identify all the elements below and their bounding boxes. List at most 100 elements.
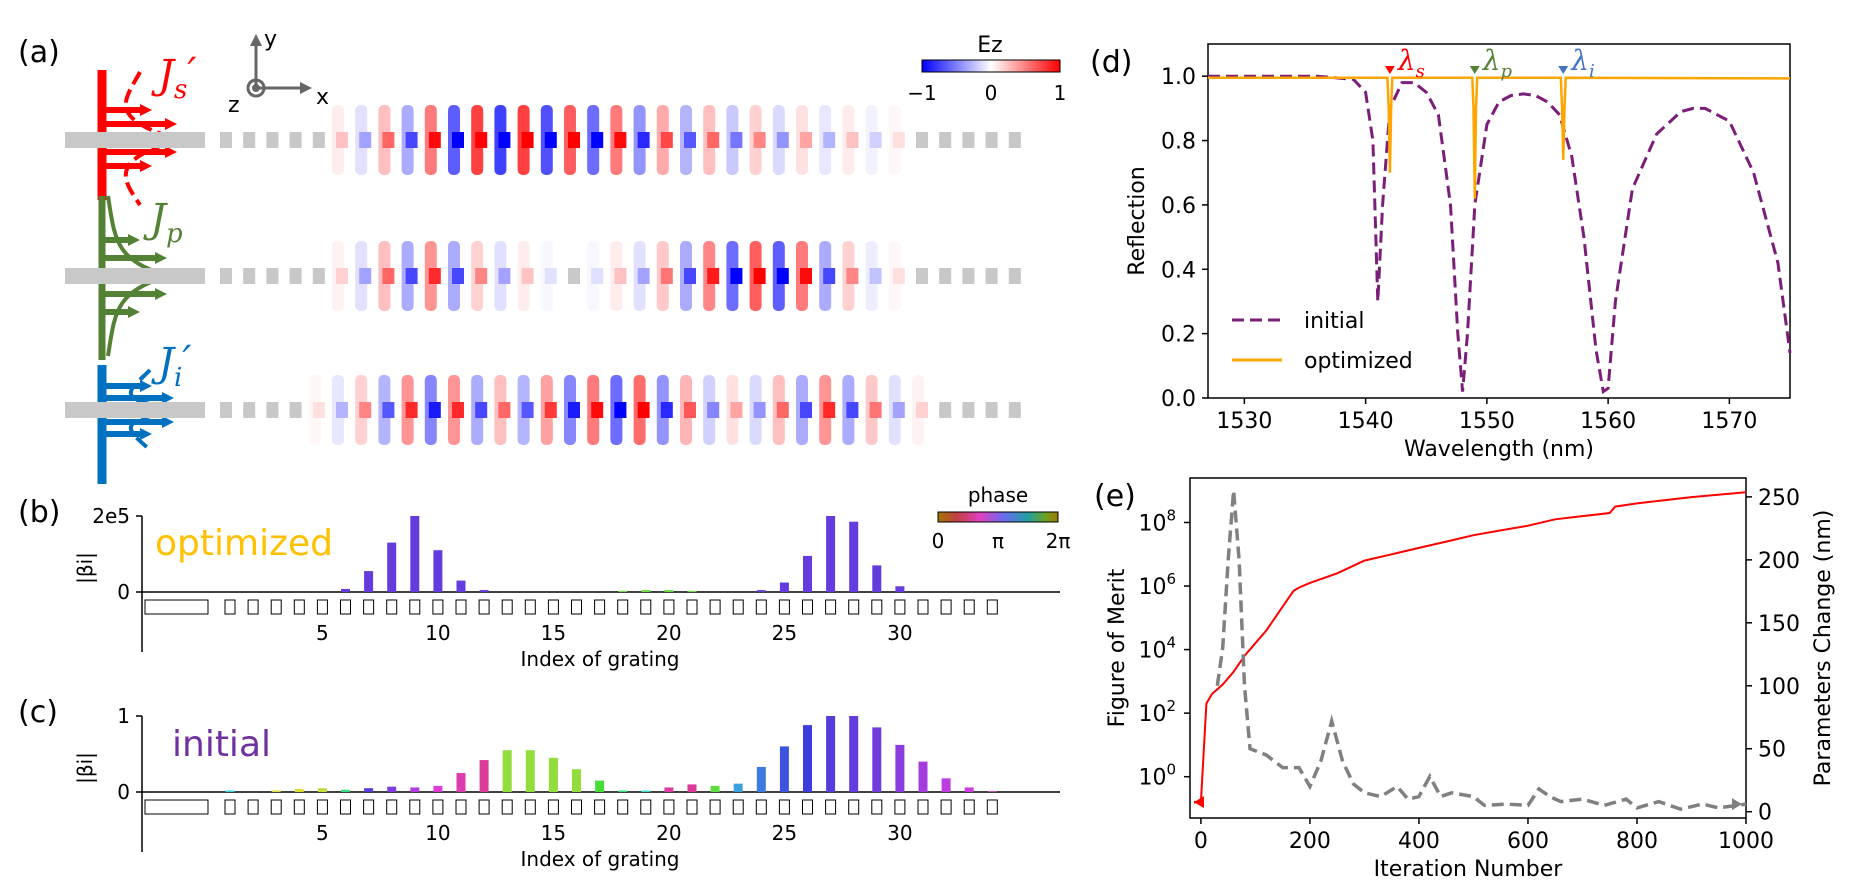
plot-e: 0 200 400 600 800 100010010210410610805010015… <box>1105 477 1836 882</box>
series-figure-of-merit <box>1199 491 1747 803</box>
bar <box>779 746 789 792</box>
xtick-label: 1560 <box>1580 409 1636 434</box>
grating-tooth <box>336 402 348 418</box>
grating-tooth <box>823 402 836 418</box>
bar <box>895 744 905 792</box>
grating-box <box>963 799 975 815</box>
grating-box <box>940 799 952 815</box>
grating-box <box>478 799 490 815</box>
grating-box <box>455 799 467 815</box>
grating-tooth <box>475 402 488 418</box>
ez-colorbar-title: Ez <box>977 33 1002 58</box>
source-ji-label: Ji′ <box>151 338 191 393</box>
ytick-left-label: 108 <box>1138 506 1176 536</box>
grating-box <box>247 799 259 815</box>
grating-tooth <box>405 132 418 148</box>
source-js-label: Js′ <box>151 50 196 105</box>
grating-tooth <box>405 402 418 418</box>
panel-b-title: optimized <box>155 523 333 564</box>
bar <box>433 785 443 792</box>
grating-box <box>709 799 721 815</box>
grating-tooth <box>962 132 975 148</box>
grating-tooth <box>892 402 905 418</box>
grating-tooth <box>405 268 418 284</box>
marker-main: λ <box>1570 44 1589 77</box>
grating-box <box>386 799 398 815</box>
waveguide-outline <box>144 599 209 615</box>
grating-tooth <box>892 268 905 284</box>
grating-tooth <box>220 402 232 418</box>
grating-box <box>709 599 721 615</box>
series-parameters-change <box>1215 490 1747 812</box>
grating-box <box>455 599 467 615</box>
grating-tooth <box>962 402 975 418</box>
bar <box>456 773 466 792</box>
grating-tooth <box>336 132 348 148</box>
tick-exp: 6 <box>1166 570 1176 588</box>
marker-label: λs <box>1397 44 1425 82</box>
marker-triangle <box>1384 66 1395 74</box>
grating-box <box>686 799 698 815</box>
grating-tooth <box>776 132 789 148</box>
grating-tooth <box>544 268 557 284</box>
grating-tooth <box>985 268 998 284</box>
grating-box <box>732 599 744 615</box>
tick-exp: 0 <box>1166 761 1176 779</box>
grating-box <box>640 799 652 815</box>
grating-box <box>316 799 328 815</box>
marker-triangle <box>1558 66 1569 74</box>
grating-tooth <box>637 268 650 284</box>
xtick-label: 1550 <box>1459 409 1515 434</box>
ytick-right-label: 200 <box>1758 549 1800 574</box>
grating-tooth <box>753 268 766 284</box>
grating-box <box>663 799 675 815</box>
bar <box>548 757 558 792</box>
grating-box <box>663 599 675 615</box>
grating-box <box>848 599 860 615</box>
grating-tooth <box>684 132 696 148</box>
bar <box>387 542 397 592</box>
bar <box>872 727 882 792</box>
bar <box>941 778 951 792</box>
grating-tooth <box>266 268 279 284</box>
bar <box>756 766 766 792</box>
panel-label-a: (a) <box>18 35 60 70</box>
bar <box>479 590 489 592</box>
grating-box <box>778 599 790 615</box>
grating-tooth <box>707 132 720 148</box>
grating-tooth <box>823 268 836 284</box>
bar <box>271 790 281 792</box>
bar <box>341 789 350 792</box>
ytick-label: 0.8 <box>1161 130 1196 155</box>
bar <box>341 588 350 592</box>
bar <box>225 790 235 792</box>
grating-box <box>432 799 444 815</box>
grating-box <box>547 799 559 815</box>
grating-tooth <box>614 402 627 418</box>
grating-box <box>409 799 421 815</box>
grating-tooth <box>846 268 859 284</box>
marker-triangle <box>1469 66 1480 74</box>
grating-tooth <box>359 132 372 148</box>
bar <box>387 786 397 792</box>
grating-tooth <box>475 132 488 148</box>
xtick-label: 20 <box>656 621 681 645</box>
grating-tooth <box>939 132 952 148</box>
y-arrowhead <box>250 34 262 46</box>
bar <box>687 784 697 792</box>
axes-triad <box>246 34 312 98</box>
grating-tooth <box>591 402 604 418</box>
grating-tooth <box>521 268 534 284</box>
ytick-right-label: 150 <box>1758 612 1800 637</box>
bar <box>872 565 882 592</box>
bar <box>803 555 812 592</box>
xtick-label: 25 <box>772 821 797 845</box>
grating-tooth <box>289 402 302 418</box>
ytick-right-label: 50 <box>1758 738 1786 763</box>
grating-box <box>293 599 305 615</box>
xtick-label: 1540 <box>1338 409 1394 434</box>
grating-box <box>825 799 837 815</box>
bar <box>364 788 374 792</box>
bar <box>525 750 535 792</box>
x-axis-label: Index of grating <box>521 647 680 671</box>
